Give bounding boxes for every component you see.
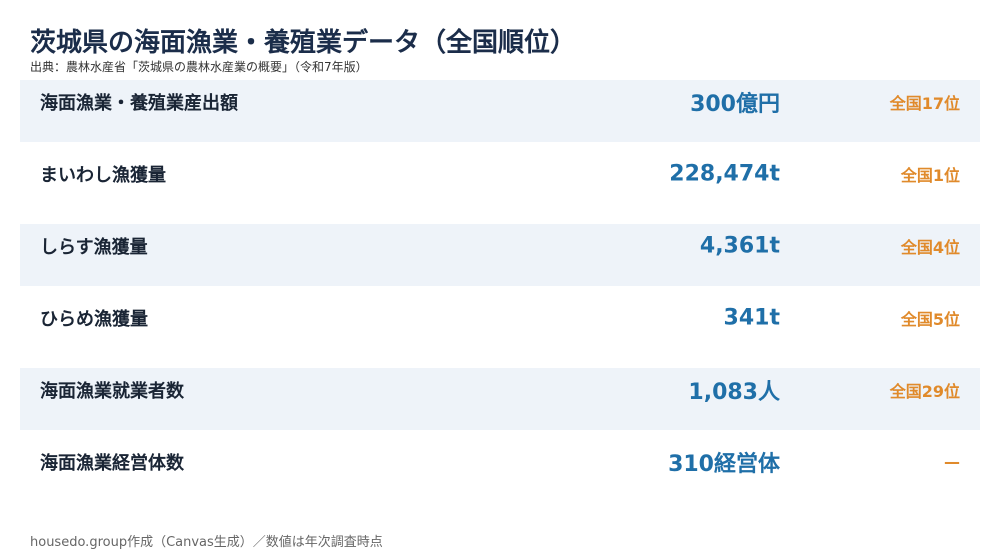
table-row: 海面漁業・養殖業産出額 300億円 全国17位 [20,80,980,142]
cell-value: 4,361t [699,233,780,259]
cell-rank: 全国4位 [900,238,960,257]
cell-value: 341t [723,305,780,331]
cell-rank: 全国29位 [889,382,960,401]
cell-label: まいわし漁獲量 [40,165,166,186]
table-row: 海面漁業経営体数 310経営体 — [20,440,980,502]
table-row: まいわし漁獲量 228,474t 全国1位 [20,152,980,214]
cell-label: しらす漁獲量 [40,237,148,258]
cell-label: 海面漁業経営体数 [40,453,184,474]
source: 出典：農林水産省「茨城県の農林水産業の概要」（令和7年版） [30,60,368,74]
cell-value: 300億円 [690,92,780,117]
cell-label: ひらめ漁獲量 [40,309,148,330]
cell-label: 海面漁業就業者数 [40,381,184,402]
title: 茨城県の海面漁業・養殖業データ（全国順位） [30,28,577,58]
cell-value: 228,474t [669,161,780,187]
cell-rank: 全国1位 [900,166,960,185]
table-row: ひらめ漁獲量 341t 全国5位 [20,296,980,358]
footer: housedo.group作成（Canvas生成）／数値は年次調査時点 [30,535,383,550]
cell-value: 310経営体 [668,452,780,477]
table-row: 海面漁業就業者数 1,083人 全国29位 [20,368,980,430]
cell-label: 海面漁業・養殖業産出額 [40,93,238,114]
table-row: しらす漁獲量 4,361t 全国4位 [20,224,980,286]
cell-rank: 全国17位 [889,94,960,113]
cell-rank: 全国5位 [900,310,960,329]
cell-rank: — [944,452,960,472]
cell-value: 1,083人 [688,380,780,405]
